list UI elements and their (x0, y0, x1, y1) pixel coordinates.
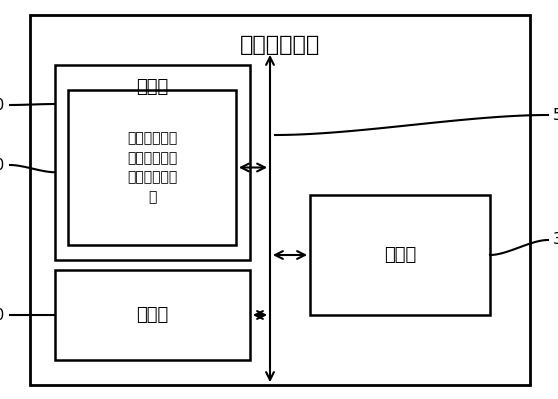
Bar (310, 195, 490, 315)
Bar (55, 65, 250, 260)
Text: 处理器: 处理器 (136, 306, 169, 324)
Bar (68, 90, 236, 245)
Text: 30: 30 (553, 233, 558, 247)
Text: 显示屏: 显示屏 (384, 246, 416, 264)
Text: 40: 40 (0, 158, 5, 172)
Bar (30, 15, 530, 385)
Bar (55, 270, 250, 360)
Text: 10: 10 (0, 308, 5, 322)
Text: 存储器: 存储器 (136, 78, 169, 96)
Text: 50: 50 (553, 107, 558, 122)
Text: 自动识别显示
信息的电子名
牌处理方法程
序: 自动识别显示 信息的电子名 牌处理方法程 序 (127, 131, 177, 204)
Text: 电子名牌系统: 电子名牌系统 (240, 35, 320, 55)
Text: 20: 20 (0, 97, 5, 113)
